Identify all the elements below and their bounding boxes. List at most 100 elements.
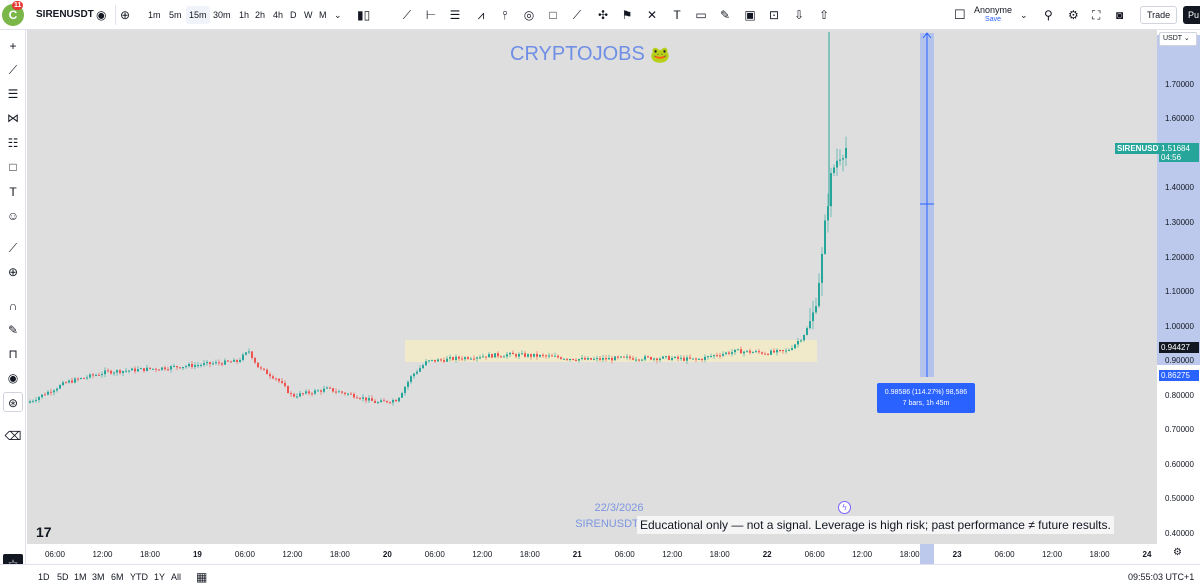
date-range-calendar-icon[interactable]: ▦ [196,570,208,584]
candle-body [806,328,808,335]
price-note-draw-icon[interactable]: ⊡ [768,8,780,22]
timeframe-1m[interactable]: 1m [148,10,161,20]
quick-search-icon[interactable]: ⚲ [1044,8,1053,22]
range-ytd[interactable]: YTD [130,572,148,582]
measure-draw-icon[interactable]: ⊢ [425,8,437,22]
candle-body [416,371,418,374]
account-menu[interactable]: Anonyme Save [974,5,1012,25]
candle-body [323,388,325,392]
timeframe-5m[interactable]: 5m [169,10,182,20]
candle-body [365,397,367,401]
range-6m[interactable]: 6M [111,572,124,582]
timeframe-d[interactable]: D [290,10,297,20]
timeframe-30m[interactable]: 30m [213,10,231,20]
candle-body [374,400,376,403]
range-all[interactable]: All [171,572,182,582]
symbol-search[interactable]: SIRENUSDT [30,5,116,25]
candle-body [560,357,562,359]
brush-draw-icon[interactable]: ⟋ [572,8,582,22]
timeframe-m[interactable]: M [319,10,327,20]
fib-retracement-icon[interactable]: ☷ [7,136,19,150]
globe-icon[interactable]: ⊛ [3,392,23,412]
target-draw-icon[interactable]: ◎ [523,8,535,22]
crosshair-icon[interactable]: + [9,39,17,53]
timeframe-1h[interactable]: 1h [239,10,250,20]
candle-body [389,402,391,404]
prediction-draw-icon[interactable]: ⫯ [502,8,508,22]
text-tool-icon[interactable]: T [9,185,17,199]
compare-add-icon[interactable]: ⊕ [120,8,131,22]
settings-gear-icon[interactable]: ⚙ [1068,8,1079,22]
save-link[interactable]: Save [985,16,1001,23]
trash-icon[interactable]: ⌫ [4,429,22,443]
timeframe-4h[interactable]: 4h [273,10,284,20]
account-chevron-icon[interactable]: ⌄ [1020,10,1028,20]
trendline-draw-icon[interactable]: ⟋ [402,8,412,22]
text-draw-icon[interactable]: T [673,8,681,22]
chart-plot-area[interactable]: CRYPTOJOBS 🐸 22/3/2026 SIRENUSDT | 15/ Ed… [27,30,1157,544]
rectangle-draw-icon[interactable]: □ [549,8,557,22]
pen-draw-icon[interactable]: ✎ [719,8,731,22]
image-draw-icon[interactable]: ▣ [744,8,756,22]
range-1d[interactable]: 1D [38,572,50,582]
range-5d[interactable]: 5D [57,572,69,582]
profile-logo[interactable]: C 11 [2,1,24,26]
camera-icon[interactable]: ◙ [1116,8,1124,22]
account-checkbox-icon[interactable]: ☐ [954,7,966,22]
lightning-icon[interactable]: ϟ [838,501,851,514]
emoji-icon[interactable]: ☺ [6,209,20,223]
trade-button[interactable]: Trade [1140,6,1178,24]
candle-body [470,358,472,360]
last-price-symbol-tag: SIRENUSDT [1115,143,1166,154]
utc-clock[interactable]: 09:55:03 UTC+1 [1128,572,1195,582]
candle-body [380,400,382,403]
candle-body [410,376,412,382]
pattern-draw-icon[interactable]: ⩘ [477,8,485,22]
symbol-eye-icon[interactable]: ◉ [96,8,107,22]
publish-button[interactable]: Pu [1183,6,1200,24]
timeframe-2h[interactable]: 2h [255,10,266,20]
timeframe-w[interactable]: W [304,10,313,20]
pitchfork-icon[interactable]: ⋈ [7,111,19,125]
range-3m[interactable]: 3M [92,572,105,582]
eye-visibility-icon[interactable]: ◉ [7,371,19,385]
ruler-icon[interactable]: ⟋ [8,241,18,255]
x-draw-icon[interactable]: ✕ [646,8,658,22]
last-price-value: 1.51684 [1161,144,1190,153]
shape-icon[interactable]: □ [9,160,17,174]
chart-settings-gear-icon[interactable]: ⚙ [1173,547,1182,558]
flag-draw-icon[interactable]: ⚑ [621,8,633,22]
lock-icon[interactable]: ⊓ [8,347,18,361]
arrow-down-draw-icon[interactable]: ⇩ [793,8,805,22]
chevron-down-icon[interactable]: ⌄ [334,10,342,20]
time-tick: 12:00 [852,550,873,559]
range-1m[interactable]: 1M [74,572,87,582]
candle-body [191,363,193,367]
timeframe-15m[interactable]: 15m [186,6,210,24]
candle-body [431,359,433,361]
candle-body [38,397,40,400]
candle-body [695,358,697,360]
arrow-up-draw-icon[interactable]: ⇧ [818,8,830,22]
candle-body [77,378,79,380]
crosshair-draw-icon[interactable]: ✣ [597,8,609,22]
top-toolbar: C 11 SIRENUSDT ◉ ⊕ 1m 5m 15m 30m 1h 2h 4h D W M ⌄ … [0,0,1200,30]
candle-body [485,356,487,358]
time-axis[interactable]: 06:00 12:00 18:00 19 06:00 12:00 18:00 20 06:00 1… [27,544,1157,564]
zoom-in-icon[interactable]: ⊕ [7,265,19,279]
lock-drawing-icon[interactable]: ✎ [7,323,19,337]
currency-selector[interactable]: USDT ⌄ [1159,32,1197,46]
magnet-icon[interactable]: ∩ [8,299,18,313]
trendline-icon[interactable]: ⟋ [8,63,18,77]
time-tick: 18:00 [899,550,920,559]
candle-type-icon[interactable]: ▮▯ [357,8,371,22]
range-1y[interactable]: 1Y [154,572,166,582]
fib-draw-icon[interactable]: ☰ [449,8,461,22]
candle-body [737,349,739,351]
candle-body [728,352,730,354]
tradingview-logo[interactable]: 17 [36,524,52,540]
parallel-channel-icon[interactable]: ☰ [7,87,19,101]
price-axis[interactable]: 1.900001.700001.600001.500001.400001.300… [1157,30,1200,544]
fullscreen-icon[interactable]: ⛶ [1092,8,1101,22]
comment-draw-icon[interactable]: ▭ [695,8,707,22]
